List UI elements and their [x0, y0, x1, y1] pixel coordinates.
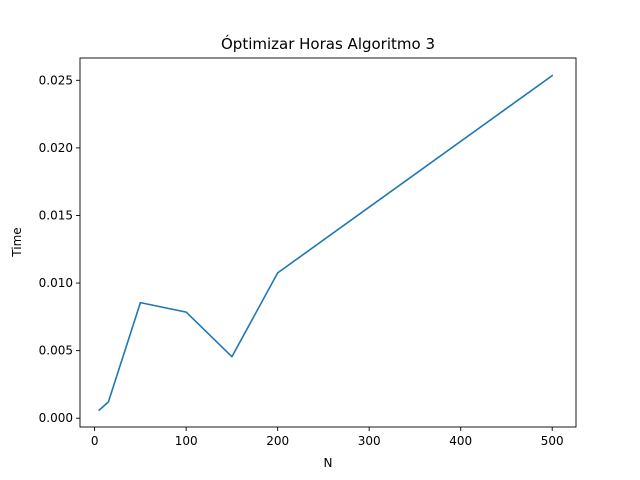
axes-frame	[79, 57, 577, 428]
x-tick-label: 0	[91, 434, 99, 448]
series-line-0	[98, 74, 554, 412]
y-tick-label: 0.025	[39, 73, 73, 87]
y-tick-label: 0.020	[39, 141, 73, 155]
x-tick-label: 500	[541, 434, 564, 448]
x-axis-label: N	[324, 456, 333, 470]
y-tick-label: 0.000	[39, 411, 73, 425]
plot-area: 0 100 200 300 400 500 0.000 0.005 0.010 0.015 0.02…	[39, 57, 577, 448]
x-tick-label: 200	[266, 434, 289, 448]
chart-title: Óptimizar Horas Algoritmo 3	[221, 34, 435, 53]
y-tick-label: 0.015	[39, 208, 73, 222]
x-tick-label: 300	[358, 434, 381, 448]
y-tick-label: 0.010	[39, 276, 73, 290]
y-tick-label: 0.005	[39, 344, 73, 358]
x-tick-label: 100	[175, 434, 198, 448]
x-tick-label: 400	[449, 434, 472, 448]
y-axis-label: Time	[10, 227, 24, 257]
